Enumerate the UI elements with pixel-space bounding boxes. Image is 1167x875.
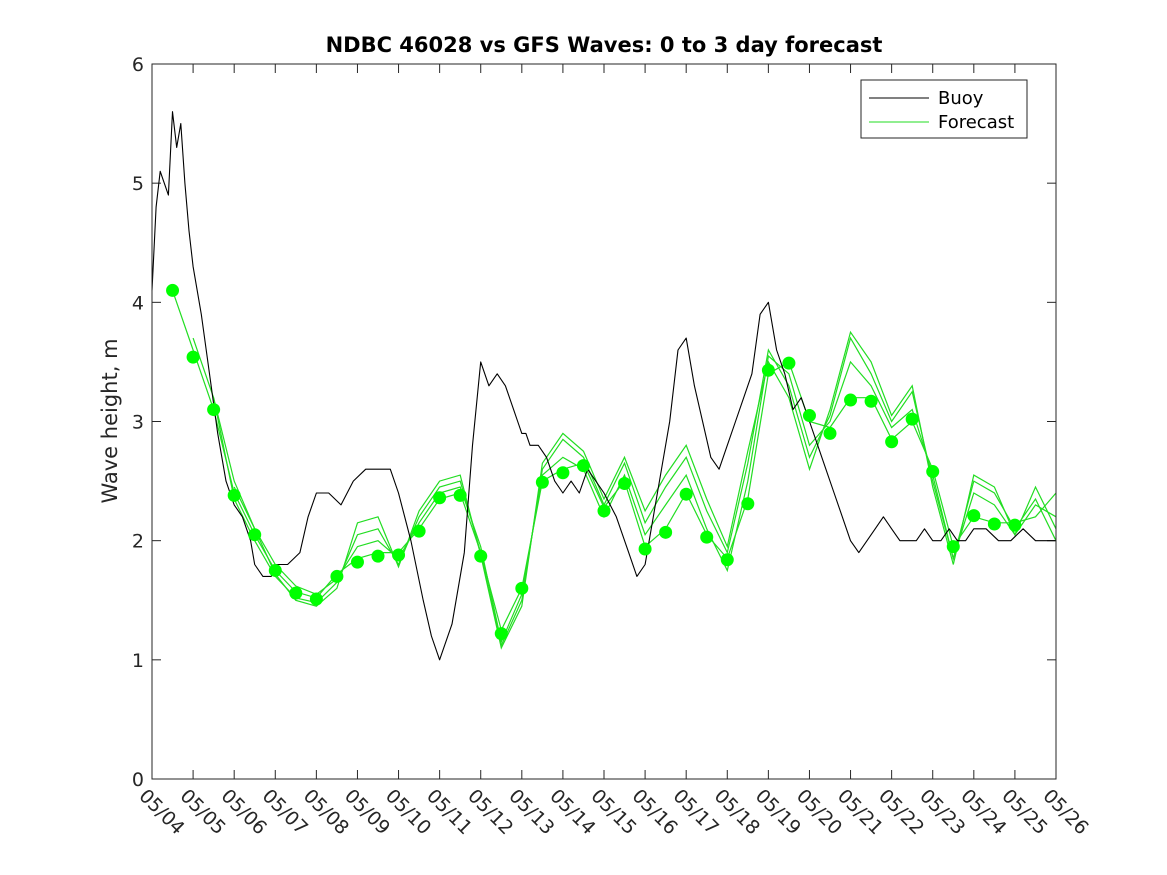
x-tick-label: 05/10 [381,785,435,839]
forecast-point [371,549,385,563]
forecast-point [905,412,919,426]
x-tick-label: 05/05 [176,785,230,839]
forecast-point [761,363,775,377]
forecast-point [535,475,549,489]
x-tick-label: 05/08 [299,785,353,839]
x-tick-label: 05/04 [134,785,188,839]
forecast-point [268,563,282,577]
x-tick-label: 05/15 [586,785,640,839]
x-tick-label: 05/21 [833,785,887,839]
legend-forecast-label: Forecast [938,112,1014,133]
forecast-point [720,553,734,567]
forecast-point [515,581,529,595]
forecast-point [864,394,878,408]
forecast-point [556,466,570,480]
forecast-point [679,487,693,501]
forecast-point [289,586,303,600]
y-tick-label: 1 [132,650,144,672]
x-tick-label: 05/07 [258,785,312,839]
forecast-point [330,569,344,583]
forecast-point [392,548,406,562]
x-tick-label: 05/20 [792,785,846,839]
forecast-point [618,476,632,490]
forecast-point [597,504,611,518]
forecast-point [248,528,262,542]
forecast-point [576,459,590,473]
legend-box [860,79,1028,139]
forecast-point [186,350,200,364]
y-tick-label: 2 [132,531,144,553]
forecast-point [987,517,1001,531]
x-tick-label: 05/12 [463,785,517,839]
y-tick-label: 3 [132,412,144,434]
x-tick-label: 05/18 [710,785,764,839]
forecast-point [1008,518,1022,532]
forecast-point [453,488,467,502]
forecast-point [967,509,981,523]
x-tick-label: 05/26 [1038,785,1092,839]
x-tick-label: 05/13 [504,785,558,839]
forecast-point [782,356,796,370]
x-tick-label: 05/24 [956,785,1010,839]
forecast-point [700,530,714,544]
x-tick-label: 05/25 [997,785,1051,839]
buoy-series [151,111,1056,661]
forecast-point [844,393,858,407]
forecast-run-line [233,330,1057,650]
forecast-point [309,592,323,606]
forecast-point [494,627,508,641]
chart-title: NDBC 46028 vs GFS Waves: 0 to 3 day fore… [326,33,883,57]
x-tick-labels: 05/0405/0505/0605/0705/0805/0905/1005/11… [134,785,1092,839]
x-tick-label: 05/16 [628,785,682,839]
buoy-line [151,111,1056,661]
x-tick-label: 05/09 [340,785,394,839]
legend: Buoy Forecast [860,79,1028,139]
forecast-point [166,283,180,297]
x-tick-label: 05/23 [915,785,969,839]
x-tick-label: 05/14 [545,785,599,839]
plot-frame [151,63,1057,780]
forecast-point [638,542,652,556]
forecast-point [802,409,816,423]
forecast-point [227,488,241,502]
x-tick-label: 05/19 [751,785,805,839]
y-tick-label: 0 [132,769,144,791]
forecast-point [350,555,364,569]
x-tick-label: 05/17 [669,785,723,839]
forecast-point [946,540,960,554]
forecast-point [412,524,426,538]
forecast-point [741,497,755,511]
x-tick-label: 05/06 [217,785,271,839]
x-tick-label: 05/22 [874,785,928,839]
forecast-point [433,491,447,505]
forecast-point [823,426,837,440]
forecast-point [207,403,221,417]
y-tick-labels: 0 1 2 3 4 5 6 [132,54,144,791]
legend-buoy-label: Buoy [938,88,984,109]
forecast-point [474,549,488,563]
y-tick-label: 5 [132,173,144,195]
y-tick-label: 6 [132,54,144,76]
x-tick-label: 05/11 [422,785,476,839]
plot-area [152,64,1056,779]
forecast-point [885,435,899,449]
forecast-point [926,465,940,479]
y-axis-label: Wave height, m [98,338,122,503]
forecast-point [659,525,673,539]
y-tick-label: 4 [132,292,144,314]
forecast-run-line [213,336,1057,648]
forecast-points [166,283,1022,641]
